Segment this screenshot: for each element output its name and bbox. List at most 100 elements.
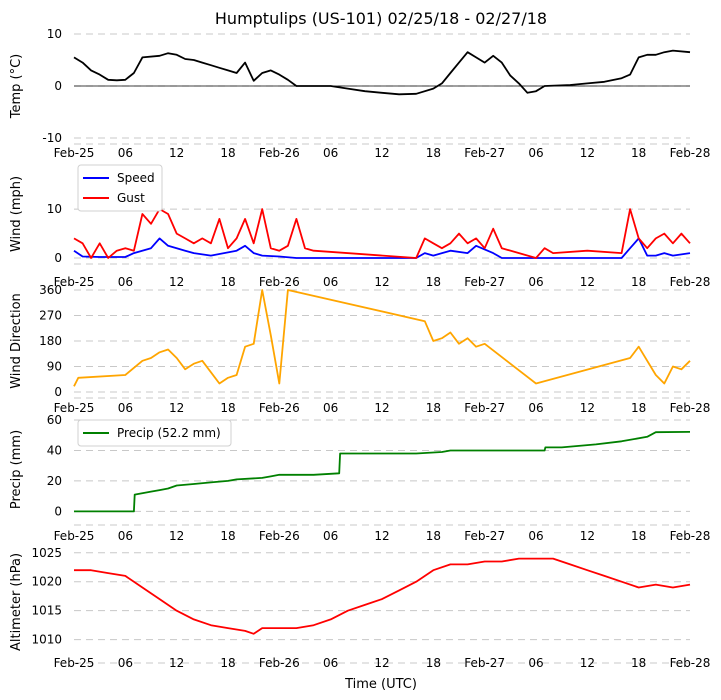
wind-xtick-label: 12 — [374, 275, 389, 289]
temp-y-axis-label: Temp (°C) — [9, 54, 24, 120]
wind-legend-label: Speed — [117, 171, 155, 185]
dir-ytick-label: 90 — [47, 360, 62, 374]
dir-y-axis-label: Wind Direction — [9, 293, 24, 389]
panel-temp: -10 0 10 Temp (°C) Feb-25 06 12 18 Feb-26 06 12 18 F… — [9, 27, 710, 160]
precip-xtick-label: 18 — [220, 529, 235, 543]
precip-y-axis-label: Precip (mm) — [9, 430, 24, 509]
temp-ytick-label: 10 — [47, 27, 62, 41]
temp-xtick-label: 12 — [580, 146, 595, 160]
wind-ytick-label: 0 — [54, 251, 62, 265]
precip-xtick-label: 06 — [118, 529, 133, 543]
precip-legend-label: Precip (52.2 mm) — [117, 426, 221, 440]
temp-xtick-label: 18 — [220, 146, 235, 160]
temp-xtick-label: Feb-25 — [54, 146, 95, 160]
wind-legend-label: Gust — [117, 191, 145, 205]
wind-xtick-label: 06 — [528, 275, 543, 289]
wind-xtick-label: 18 — [426, 275, 441, 289]
dir-xtick-label: 12 — [169, 401, 184, 415]
wind-xtick-label: 06 — [118, 275, 133, 289]
temp-xtick-label: Feb-28 — [670, 146, 711, 160]
wind-xtick-label: Feb-25 — [54, 275, 95, 289]
dir-xtick-label: 18 — [631, 401, 646, 415]
temp-xtick-label: 12 — [169, 146, 184, 160]
panel-wind: 0 10 Wind (mph) Feb-25 06 12 18 Feb-26 06 12 18 Feb… — [9, 164, 711, 289]
dir-xtick-label: Feb-26 — [259, 401, 300, 415]
precip-ytick-label: 40 — [47, 443, 62, 457]
precip-xtick-label: 18 — [631, 529, 646, 543]
panel-precip: 0 20 40 60 Precip (mm) Feb-25 06 12 18 Feb-26 06 12… — [9, 413, 710, 543]
wind-xtick-label: 18 — [220, 275, 235, 289]
dir-xtick-label: 18 — [426, 401, 441, 415]
alt-xtick-label: 12 — [169, 656, 184, 670]
wind-xtick-label: 12 — [580, 275, 595, 289]
wind-xtick-label: 06 — [323, 275, 338, 289]
alt-xtick-label: 12 — [580, 656, 595, 670]
alt-ytick-label: 1015 — [31, 604, 62, 618]
wind-xtick-label: 12 — [169, 275, 184, 289]
alt-ytick-label: 1025 — [31, 546, 62, 560]
panel-alt: 1010 1015 1020 1025 Altimeter (hPa) Feb-25 06 1… — [9, 546, 710, 670]
precip-xtick-label: Feb-26 — [259, 529, 300, 543]
alt-y-axis-label: Altimeter (hPa) — [9, 553, 24, 651]
temp-ytick-label: 0 — [54, 79, 62, 93]
chart-title: Humptulips (US-101) 02/25/18 - 02/27/18 — [215, 9, 547, 28]
temp-xtick-label: 18 — [631, 146, 646, 160]
dir-xtick-label: 12 — [580, 401, 595, 415]
dir-xtick-label: 06 — [323, 401, 338, 415]
wind-ytick-label: 10 — [47, 202, 62, 216]
precip-xtick-label: Feb-27 — [464, 529, 505, 543]
precip-xtick-label: 06 — [528, 529, 543, 543]
dir-ytick-label: 0 — [54, 385, 62, 399]
temp-xtick-label: 18 — [426, 146, 441, 160]
precip-ytick-label: 0 — [54, 504, 62, 518]
wind-series-gust — [73, 208, 691, 259]
alt-xtick-label: 18 — [426, 656, 441, 670]
alt-xtick-label: 06 — [528, 656, 543, 670]
alt-ytick-label: 1010 — [31, 633, 62, 647]
dir-xtick-label: 06 — [528, 401, 543, 415]
dir-xtick-label: 18 — [220, 401, 235, 415]
temp-ytick-label: -10 — [42, 131, 62, 145]
x-axis-label: Time (UTC) — [344, 677, 417, 692]
alt-xtick-label: 06 — [323, 656, 338, 670]
dir-xtick-label: Feb-27 — [464, 401, 505, 415]
alt-ytick-label: 1020 — [31, 575, 62, 589]
temp-xtick-label: 06 — [323, 146, 338, 160]
panels: -10 0 10 Temp (°C) Feb-25 06 12 18 Feb-26 06 12 18 F… — [9, 27, 710, 670]
precip-legend-box — [77, 419, 232, 447]
alt-xtick-label: Feb-26 — [259, 656, 300, 670]
dir-xtick-label: Feb-28 — [670, 401, 711, 415]
wind-series-speed — [73, 237, 691, 259]
precip-xtick-label: Feb-25 — [54, 529, 95, 543]
temp-series-temp — [73, 49, 691, 96]
wind-xtick-label: Feb-26 — [259, 275, 300, 289]
panel-dir: 0 90 180 270 360 Wind Direction Feb-25 06 12 18 Fe… — [9, 283, 710, 415]
dir-ytick-label: 360 — [39, 283, 62, 297]
precip-xtick-label: 12 — [580, 529, 595, 543]
temp-xtick-label: Feb-26 — [259, 146, 300, 160]
wind-y-axis-label: Wind (mph) — [9, 176, 24, 252]
precip-xtick-label: 06 — [323, 529, 338, 543]
temp-xtick-label: 12 — [374, 146, 389, 160]
wind-legend-box — [77, 164, 163, 212]
precip-xtick-label: 12 — [374, 529, 389, 543]
temp-xtick-label: 06 — [528, 146, 543, 160]
precip-xtick-label: 12 — [169, 529, 184, 543]
wind-xtick-label: Feb-28 — [670, 275, 711, 289]
precip-ytick-label: 60 — [47, 413, 62, 427]
alt-xtick-label: Feb-28 — [670, 656, 711, 670]
dir-series-direction — [73, 289, 691, 387]
alt-xtick-label: 18 — [220, 656, 235, 670]
alt-xtick-label: 18 — [631, 656, 646, 670]
dir-xtick-label: 12 — [374, 401, 389, 415]
dir-xtick-label: Feb-25 — [54, 401, 95, 415]
alt-xtick-label: 06 — [118, 656, 133, 670]
temp-xtick-label: Feb-27 — [464, 146, 505, 160]
alt-xtick-label: 12 — [374, 656, 389, 670]
dir-ytick-label: 180 — [39, 334, 62, 348]
alt-series-altimeter — [74, 557, 691, 635]
dir-xtick-label: 06 — [118, 401, 133, 415]
wind-xtick-label: Feb-27 — [464, 275, 505, 289]
precip-xtick-label: Feb-28 — [670, 529, 711, 543]
